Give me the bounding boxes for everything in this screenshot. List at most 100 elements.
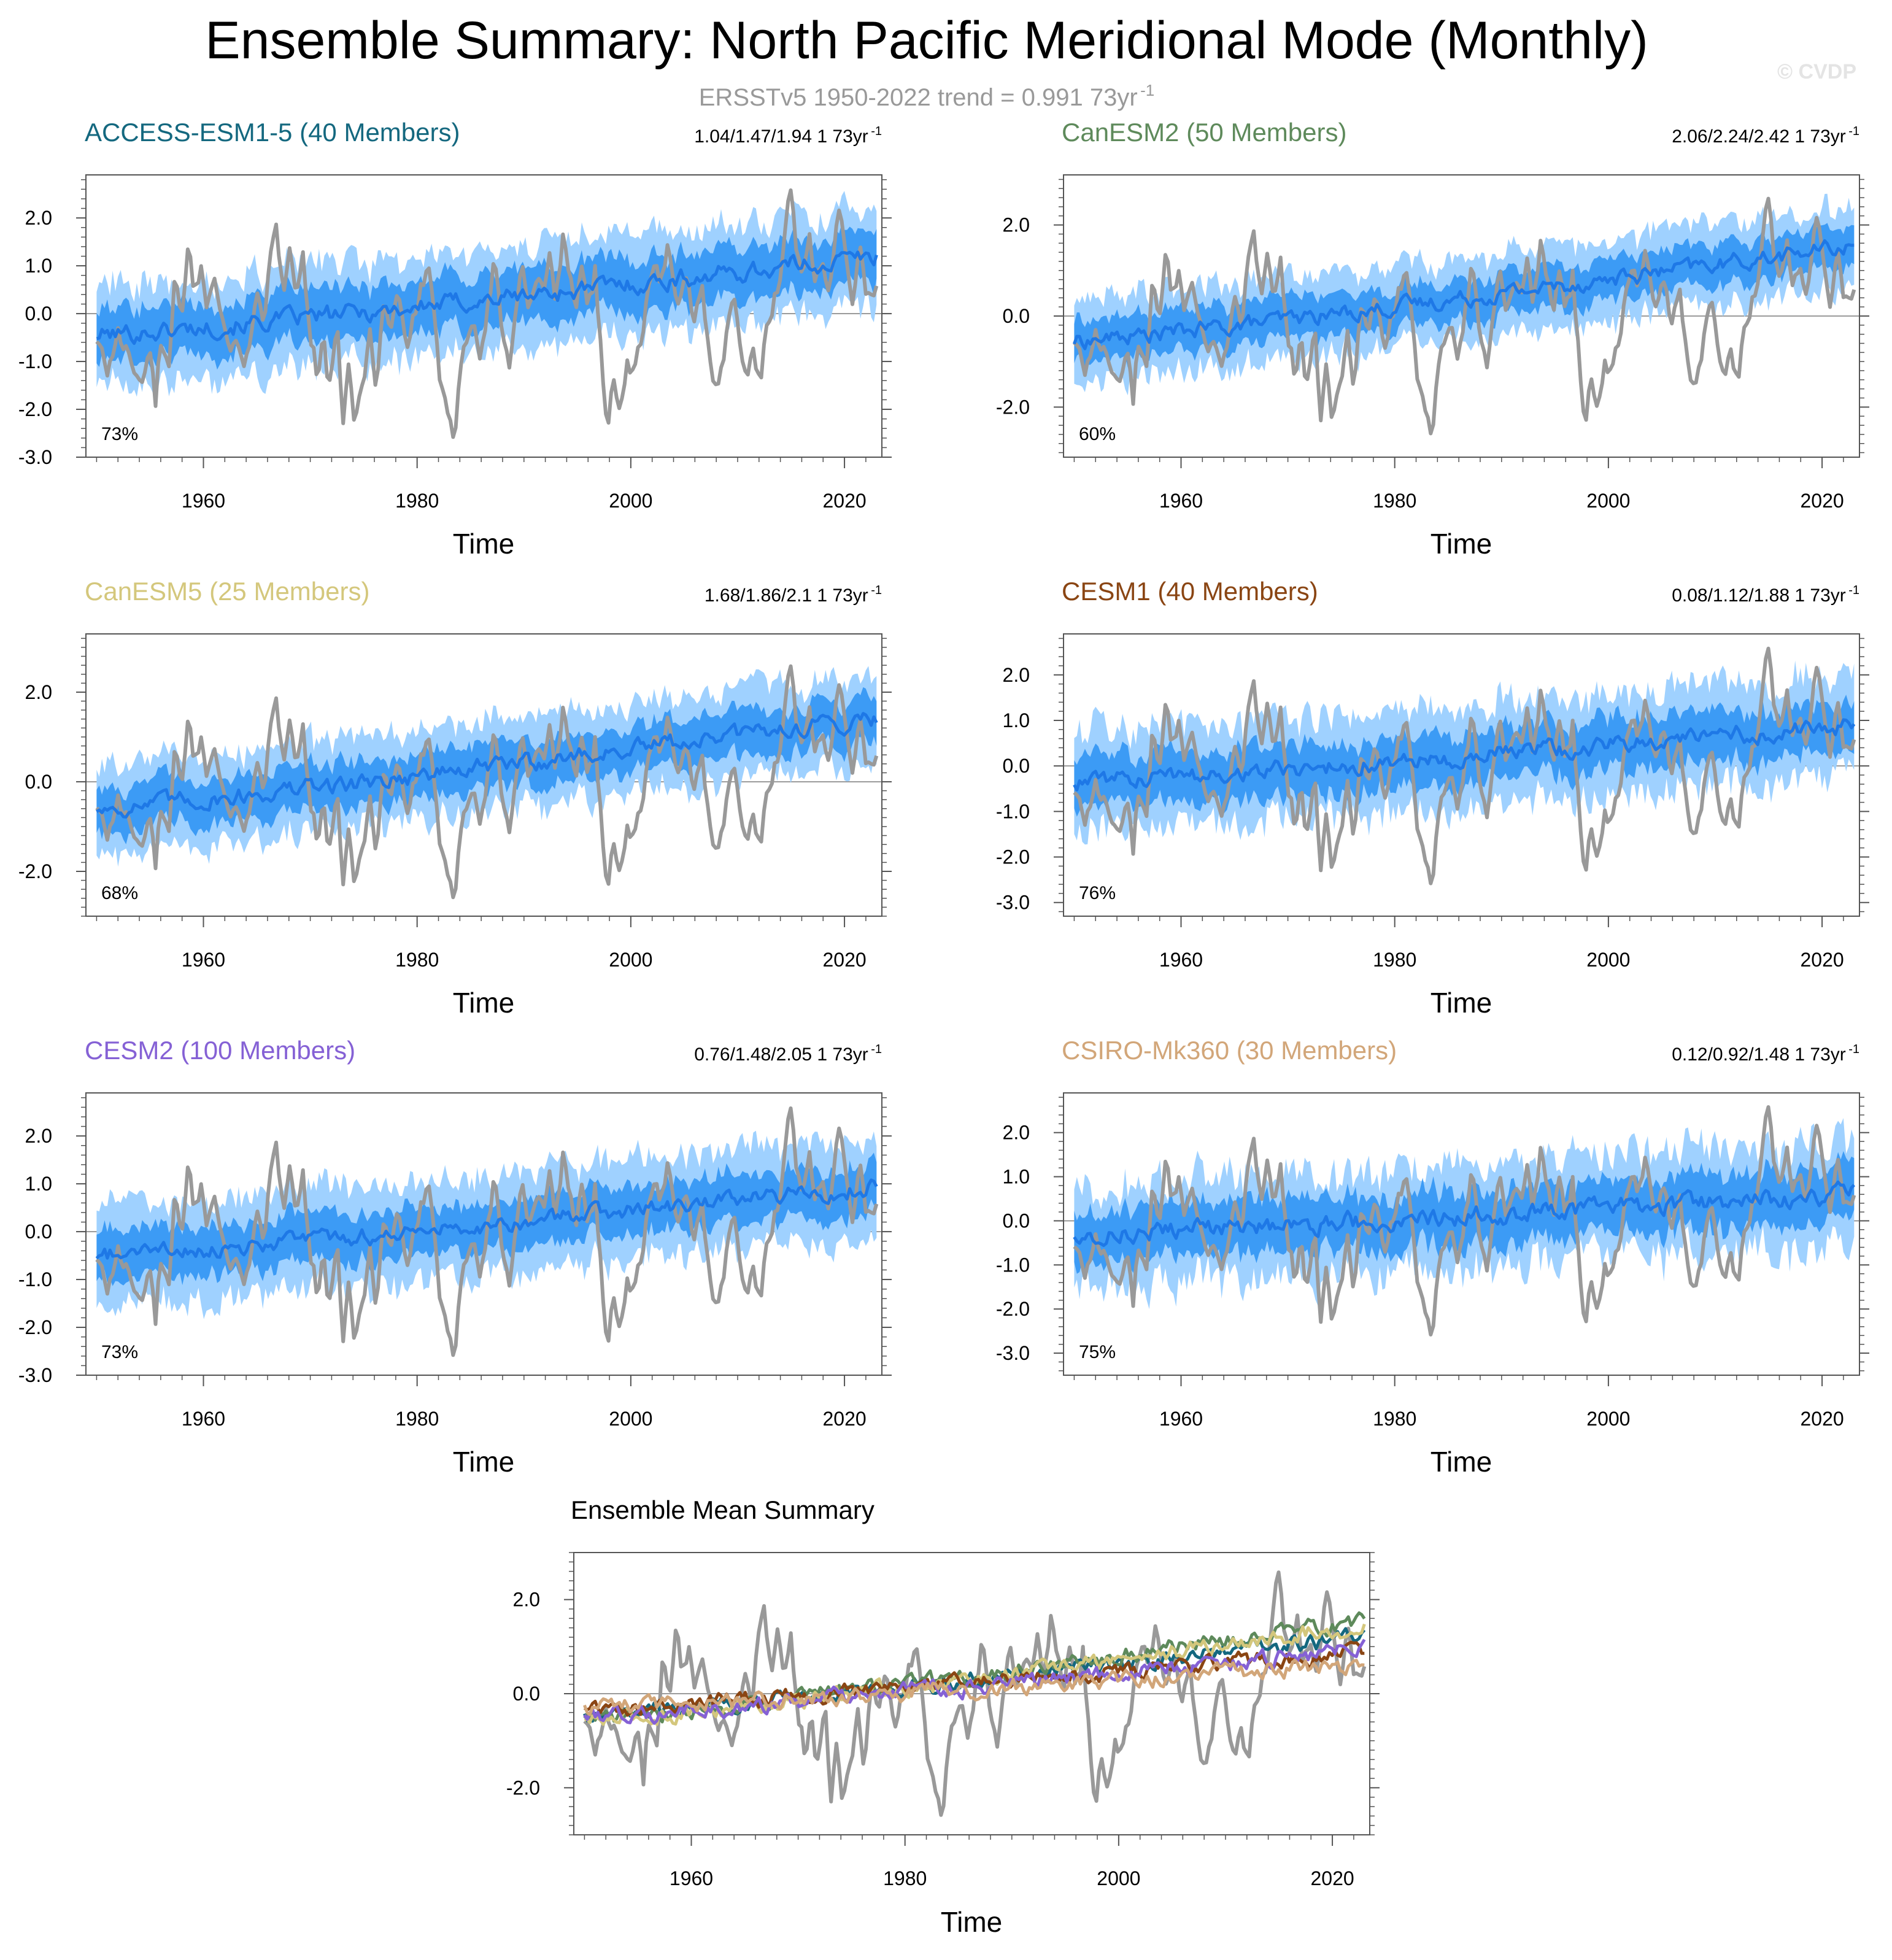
trend-superscript: -1 [1848, 125, 1859, 138]
x-axis-title: Time [941, 1906, 1003, 1938]
y-tick-label: -3.0 [18, 446, 52, 468]
y-tick-label: -2.0 [18, 1316, 52, 1338]
trend-annotation: 1.68/1.86/2.1 1 73yr -1 [705, 584, 882, 606]
subtitle-superscript: -1 [1140, 81, 1154, 99]
percent-label: 75% [1079, 1342, 1116, 1362]
trend-annotation: 0.08/1.12/1.88 1 73yr -1 [1672, 584, 1859, 606]
y-tick-label: -2.0 [506, 1777, 540, 1799]
y-tick-label: -2.0 [996, 846, 1030, 868]
y-tick-label: 0.0 [25, 771, 52, 793]
x-tick-label: 1960 [182, 490, 225, 512]
y-tick-label: 0.0 [1003, 305, 1030, 327]
panel-title: Ensemble Mean Summary [571, 1495, 875, 1524]
x-axis-title: Time [1431, 1446, 1492, 1478]
trend-text: 0.08/1.12/1.88 1 73yr [1672, 585, 1846, 606]
y-tick-label: -2.0 [18, 860, 52, 882]
panel-cesm2: CESM2 (100 Members) 0.76/1.48/2.05 1 73y… [18, 1036, 892, 1478]
y-tick-label: -2.0 [996, 1298, 1030, 1320]
y-tick-label: -3.0 [996, 1342, 1030, 1364]
y-tick-label: 0.0 [25, 303, 52, 325]
x-tick-label: 1960 [182, 949, 225, 971]
plot-area [1064, 193, 1859, 436]
x-axis-title: Time [453, 528, 515, 560]
y-tick-label: 0.0 [1003, 755, 1030, 777]
panel-canesm2: CanESM2 (50 Members) 2.06/2.24/2.42 1 73… [996, 118, 1869, 560]
x-tick-label: 2020 [1800, 490, 1844, 512]
x-tick-label: 2000 [609, 490, 652, 512]
y-tick-label: 2.0 [1003, 1122, 1030, 1144]
x-tick-label: 2000 [1097, 1867, 1140, 1889]
x-tick-label: 2000 [1586, 490, 1630, 512]
observations-line [1073, 646, 1856, 885]
y-tick-label: 1.0 [1003, 709, 1030, 731]
y-tick-label: 0.0 [25, 1221, 52, 1243]
x-tick-label: 2020 [1310, 1867, 1354, 1889]
figure-title: Ensemble Summary: North Pacific Meridion… [205, 11, 1648, 70]
x-tick-label: 1980 [1373, 1408, 1416, 1430]
trend-superscript: -1 [871, 1043, 882, 1056]
trend-text: 1.04/1.47/1.94 1 73yr [694, 126, 868, 147]
x-tick-label: 1980 [395, 949, 439, 971]
y-tick-label: -3.0 [18, 1364, 52, 1386]
x-tick-label: 1980 [1373, 949, 1416, 971]
x-tick-label: 2020 [1800, 1408, 1844, 1430]
trend-superscript: -1 [1848, 1043, 1859, 1056]
trend-text: 1.68/1.86/2.1 1 73yr [705, 585, 868, 606]
observations-line [95, 188, 879, 439]
observations-line [95, 664, 879, 900]
series-line-csiro-mk360 [583, 1658, 1365, 1716]
y-tick-label: 2.0 [1003, 214, 1030, 236]
trend-text: 2.06/2.24/2.42 1 73yr [1672, 126, 1846, 147]
x-tick-label: 1980 [395, 1408, 439, 1430]
panel-csiro-mk360: CSIRO-Mk360 (30 Members) 0.12/0.92/1.48 … [996, 1036, 1869, 1478]
subtitle-text: ERSSTv5 1950-2022 trend = 0.991 73yr [699, 84, 1138, 111]
trend-text: 0.12/0.92/1.48 1 73yr [1672, 1044, 1846, 1065]
trend-text: 0.76/1.48/2.05 1 73yr [694, 1044, 868, 1065]
x-tick-label: 2020 [822, 1408, 866, 1430]
ensemble-mean-line [96, 712, 878, 819]
y-tick-label: -1.0 [18, 1268, 52, 1291]
y-tick-label: 2.0 [25, 207, 52, 229]
x-tick-label: 2000 [609, 1408, 652, 1430]
plot-area [86, 1106, 882, 1357]
percent-label: 73% [101, 424, 138, 444]
panel-cesm1: CESM1 (40 Members) 0.08/1.12/1.88 1 73yr… [996, 577, 1869, 1019]
x-tick-label: 1960 [1159, 949, 1203, 971]
y-tick-label: -1.0 [996, 800, 1030, 822]
trend-superscript: -1 [1848, 584, 1859, 597]
panel-title: CSIRO-Mk360 (30 Members) [1062, 1036, 1397, 1065]
y-tick-label: 1.0 [25, 1173, 52, 1195]
y-tick-label: 2.0 [513, 1589, 540, 1611]
y-tick-label: 1.0 [25, 255, 52, 277]
y-tick-label: -1.0 [18, 350, 52, 372]
x-tick-label: 2020 [822, 949, 866, 971]
panel-canesm5: CanESM5 (25 Members) 1.68/1.86/2.1 1 73y… [18, 577, 892, 1019]
plot-area [574, 1570, 1370, 1817]
y-tick-label: -2.0 [18, 398, 52, 420]
y-tick-label: 1.0 [1003, 1166, 1030, 1188]
x-tick-label: 1960 [1159, 1408, 1203, 1430]
x-tick-label: 1980 [883, 1867, 927, 1889]
y-tick-label: -2.0 [996, 396, 1030, 418]
cvdp-watermark: © CVDP [1777, 60, 1856, 83]
ensemble-mean-line [1073, 1180, 1856, 1248]
y-tick-label: 2.0 [25, 1125, 52, 1147]
x-tick-label: 1960 [182, 1408, 225, 1430]
plot-area [1064, 646, 1859, 885]
plot-area [86, 188, 882, 439]
ensemble-mean-line [95, 1178, 878, 1260]
y-tick-label: 2.0 [25, 681, 52, 703]
x-tick-label: 1980 [395, 490, 439, 512]
plot-frame [85, 174, 882, 458]
y-tick-label: -1.0 [996, 1254, 1030, 1276]
panel-access-esm1-5: ACCESS-ESM1-5 (40 Members) 1.04/1.47/1.9… [18, 118, 892, 560]
plot-area [1064, 1105, 1859, 1337]
x-axis-title: Time [1431, 528, 1492, 560]
x-tick-label: 2000 [609, 949, 652, 971]
panel-title: ACCESS-ESM1-5 (40 Members) [85, 118, 460, 147]
percent-label: 76% [1079, 883, 1116, 903]
x-tick-label: 1960 [1159, 490, 1203, 512]
x-tick-label: 2000 [1586, 1408, 1630, 1430]
trend-superscript: -1 [871, 125, 882, 138]
y-tick-label: 2.0 [1003, 664, 1030, 686]
